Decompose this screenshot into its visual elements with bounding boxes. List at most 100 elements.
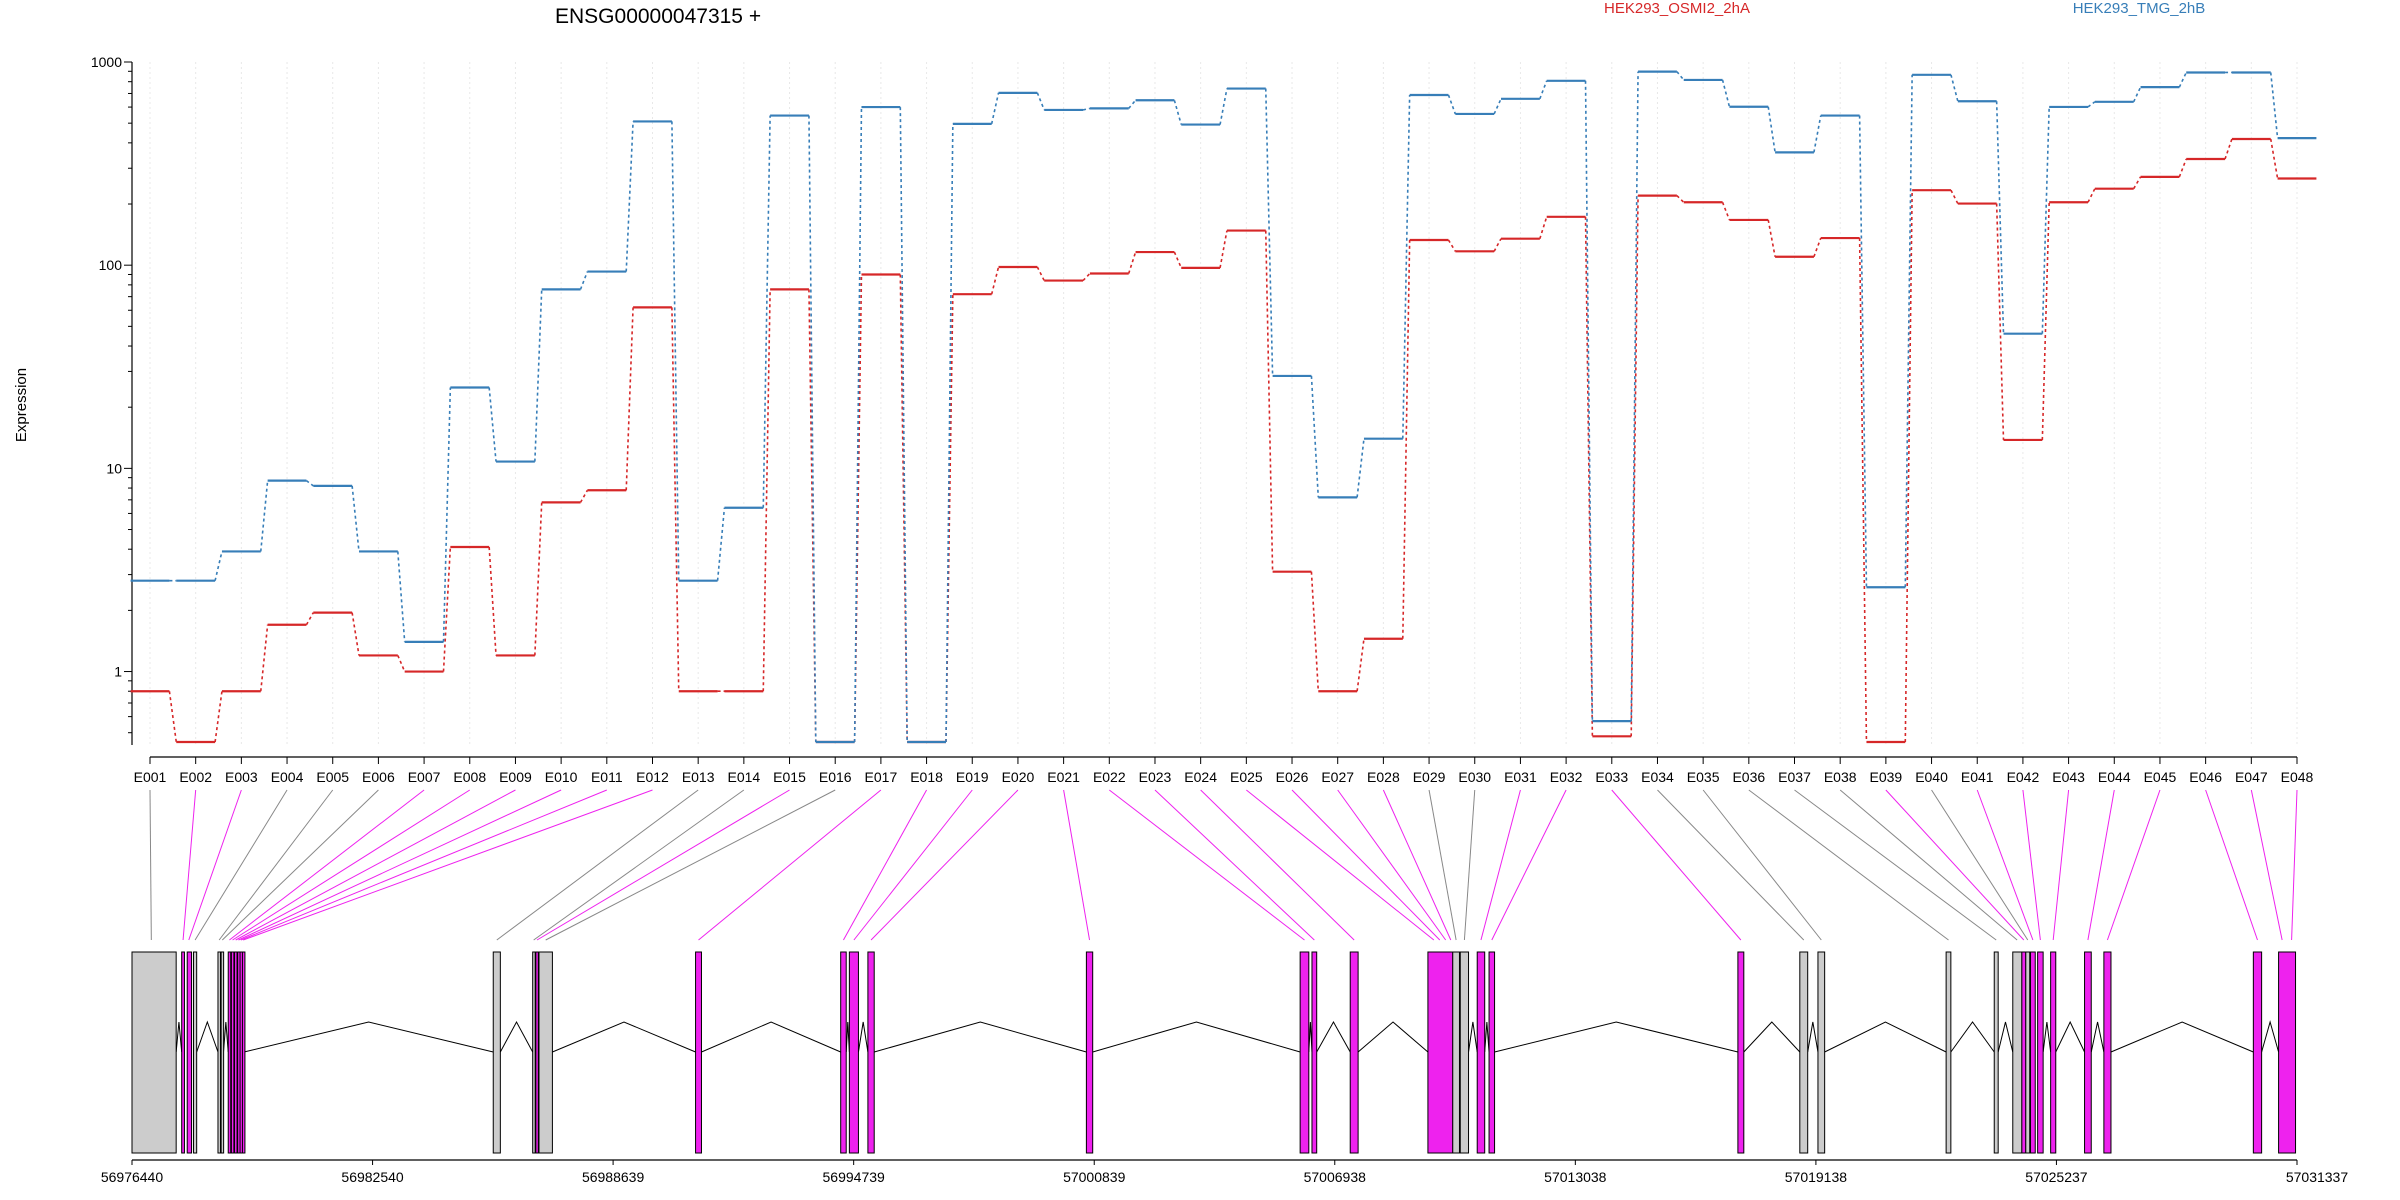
- exon-connector-line: [2052, 789, 2070, 941]
- exon-connector-line: [229, 789, 425, 941]
- x-tick-label: E033: [1595, 769, 1628, 785]
- x-tick-label: E029: [1413, 769, 1446, 785]
- exon-box: [1737, 951, 1745, 1154]
- series-HEK293_TMG_2hB: [130, 70, 2317, 744]
- exon-box: [217, 951, 221, 1154]
- exon-box: [1799, 951, 1809, 1154]
- series-connector: [1950, 189, 1959, 204]
- intron-line: [222, 1021, 229, 1053]
- exon-box: [840, 951, 847, 1154]
- x-tick-label: E004: [271, 769, 304, 785]
- exon-box: [1349, 951, 1359, 1154]
- series-connector: [716, 507, 726, 581]
- series-connector: [1447, 94, 1457, 115]
- series-connector: [2041, 106, 2050, 334]
- series-connector: [899, 107, 908, 743]
- series-HEK293_OSMI2_2hA: [130, 137, 2317, 744]
- x-tick-label: E024: [1184, 769, 1217, 785]
- exon-box: [1085, 951, 1094, 1154]
- x-tick-label: E025: [1230, 769, 1263, 785]
- exon-box: [1488, 951, 1496, 1154]
- series-connector: [990, 266, 1000, 295]
- exon-connector-line: [243, 789, 653, 941]
- x-tick-label: E034: [1641, 769, 1674, 785]
- exon-connector-line: [853, 789, 973, 941]
- series-connector: [214, 551, 223, 581]
- intron-line: [1484, 1021, 1490, 1053]
- genomic-coordinate-label: 56994739: [823, 1169, 886, 1185]
- series-connector: [2269, 72, 2279, 139]
- intron-line: [1308, 1021, 1313, 1053]
- series-connector: [1173, 251, 1182, 269]
- exon-box: [1452, 951, 1460, 1154]
- x-tick-label: E047: [2235, 769, 2268, 785]
- series-connector: [2178, 158, 2187, 178]
- series-connector: [1995, 101, 2005, 334]
- intron-line: [499, 1020, 534, 1053]
- exon-connector-line: [2205, 789, 2258, 941]
- series-connector: [1721, 79, 1731, 107]
- exon-box: [2278, 951, 2297, 1154]
- x-tick-label: E008: [453, 769, 486, 785]
- series-connector: [1630, 195, 1639, 737]
- x-tick-label: E039: [1870, 769, 1903, 785]
- series-connector: [762, 115, 771, 508]
- x-tick-label: E001: [134, 769, 167, 785]
- intron-line: [1494, 1021, 1739, 1053]
- series-connector: [1767, 219, 1776, 257]
- series-connector: [1401, 240, 1411, 639]
- x-tick-label: E044: [2098, 769, 2131, 785]
- series-connector: [1676, 71, 1685, 81]
- intron-line: [1316, 1020, 1351, 1053]
- series-connector: [1264, 88, 1274, 376]
- series-connector: [1904, 190, 1913, 743]
- exon-box: [2037, 951, 2044, 1154]
- series-connector: [1539, 80, 1548, 100]
- exon-connector-line: [1976, 789, 2034, 941]
- exon-box: [1993, 951, 1999, 1154]
- exon-connector-line: [1480, 789, 1521, 941]
- exon-connectors: [149, 789, 2298, 941]
- exon-box: [2012, 951, 2023, 1154]
- series-connector: [1493, 98, 1502, 115]
- series-connector: [625, 307, 634, 491]
- exon-connector-line: [533, 789, 745, 941]
- x-tick-label: E014: [727, 769, 760, 785]
- exon-connector-line: [698, 789, 882, 941]
- series-connector: [808, 115, 817, 743]
- exon-box: [538, 951, 553, 1154]
- series-connector: [579, 489, 589, 503]
- genomic-coordinate-label: 57006938: [1304, 1169, 1367, 1185]
- intron-line: [243, 1021, 494, 1053]
- exon-box: [532, 951, 536, 1154]
- y-tick-label: 1: [114, 664, 122, 680]
- chart-title: ENSG00000047315 +: [555, 5, 761, 28]
- series-connector: [1584, 216, 1594, 737]
- exon-box: [1817, 951, 1826, 1154]
- series-connector: [2132, 86, 2142, 103]
- exon-box: [1945, 951, 1952, 1154]
- series-connector: [2041, 202, 2050, 440]
- x-tick-label: E031: [1504, 769, 1537, 785]
- genomic-coordinate-label: 56976440: [101, 1169, 164, 1185]
- series-connector: [671, 121, 680, 581]
- series-connector: [305, 480, 314, 487]
- intron-line: [175, 1021, 183, 1053]
- x-tick-label: E012: [636, 769, 669, 785]
- exon-connector-line: [240, 789, 607, 941]
- x-tick-label: E041: [1961, 769, 1994, 785]
- x-tick-label: E023: [1139, 769, 1172, 785]
- x-tick-label: E037: [1778, 769, 1811, 785]
- exon-connector-line: [1428, 789, 1457, 941]
- series-connector: [534, 502, 543, 656]
- intron-line: [857, 1021, 869, 1053]
- x-tick-label: E010: [545, 769, 578, 785]
- exon-box: [1459, 951, 1470, 1154]
- exon-connector-line: [1931, 789, 2029, 941]
- genomic-coordinate-label: 57000839: [1063, 1169, 1126, 1185]
- series-connector: [1082, 107, 1091, 111]
- exon-box: [2030, 951, 2036, 1154]
- series-connector: [945, 123, 954, 743]
- y-tick-label: 10: [106, 460, 122, 476]
